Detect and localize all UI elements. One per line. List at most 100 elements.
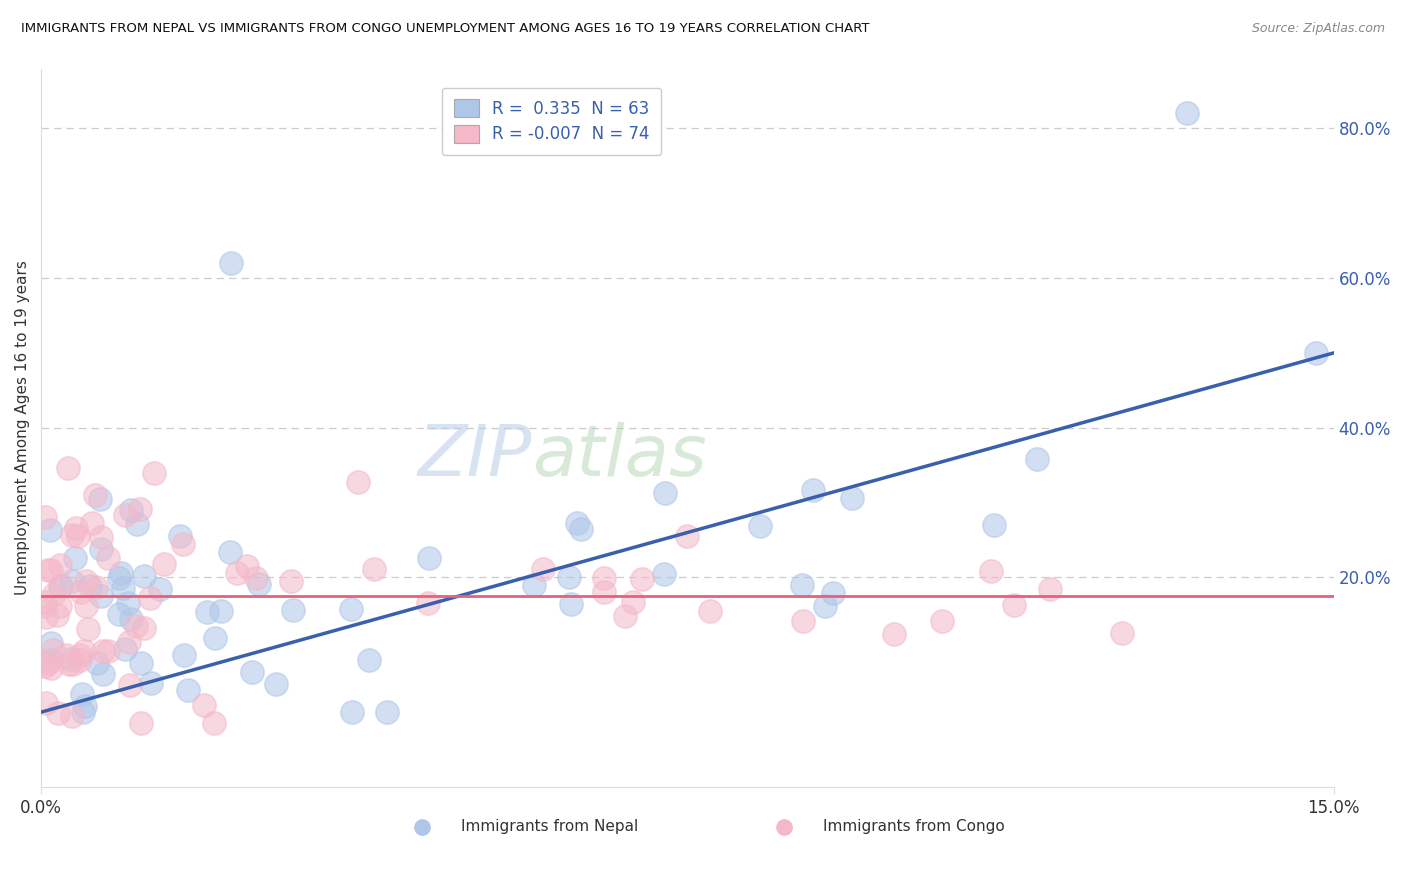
Y-axis label: Unemployment Among Ages 16 to 19 years: Unemployment Among Ages 16 to 19 years [15, 260, 30, 595]
Point [45, 607, 67, 622]
Point [1305, 346, 1327, 360]
Point [97, 644, 120, 658]
Text: Immigrants from Nepal: Immigrants from Nepal [461, 819, 638, 834]
Point [169, 529, 191, 543]
Point [980, 564, 1002, 578]
Point [193, 698, 215, 712]
Point [219, 256, 242, 270]
Point [69, 648, 91, 662]
Point [1025, 451, 1047, 466]
Point [346, 475, 368, 490]
Point [55, 648, 77, 662]
Point [883, 627, 905, 641]
Point [59, 652, 82, 666]
Point [340, 705, 363, 719]
Point [75, 599, 97, 613]
Point [219, 544, 242, 558]
Point [340, 602, 363, 616]
Point [91, 667, 114, 681]
Point [49, 599, 72, 613]
Point [51, 579, 73, 593]
Point [37, 563, 59, 577]
Point [652, 567, 675, 582]
Point [792, 614, 814, 628]
Point [567, 516, 589, 530]
Point [38, 523, 60, 537]
Text: IMMIGRANTS FROM NEPAL VS IMMIGRANTS FROM CONGO UNEMPLOYMENT AMONG AGES 16 TO 19 : IMMIGRANTS FROM NEPAL VS IMMIGRANTS FROM… [21, 22, 869, 36]
Point [49, 558, 72, 572]
Point [132, 621, 155, 635]
Point [69, 653, 91, 667]
Point [631, 572, 654, 586]
Point [84, 488, 107, 502]
Point [173, 648, 195, 663]
Point [623, 595, 645, 609]
Point [39, 636, 62, 650]
Point [177, 683, 200, 698]
Point [790, 577, 813, 591]
Point [60, 709, 83, 723]
Point [375, 705, 398, 719]
Point [110, 566, 132, 581]
Point [823, 586, 845, 600]
Point [699, 604, 721, 618]
Point [34, 599, 56, 613]
Point [129, 656, 152, 670]
Point [281, 603, 304, 617]
Point [90, 589, 112, 603]
Point [117, 596, 139, 610]
Point [39, 653, 62, 667]
Point [195, 605, 218, 619]
Point [34, 510, 56, 524]
Point [56, 461, 79, 475]
Text: Immigrants from Congo: Immigrants from Congo [823, 819, 1005, 834]
Point [129, 501, 152, 516]
Point [46, 706, 69, 720]
Point [569, 522, 592, 536]
Point [132, 568, 155, 582]
Point [202, 716, 225, 731]
Point [62, 657, 84, 671]
Point [225, 566, 247, 580]
Point [86, 580, 108, 594]
Point [357, 653, 380, 667]
Point [531, 562, 554, 576]
Point [89, 491, 111, 506]
Point [841, 491, 863, 505]
Point [240, 665, 263, 680]
Point [139, 676, 162, 690]
Point [1175, 106, 1198, 120]
Point [58, 657, 80, 672]
Point [41, 661, 63, 675]
Point [124, 618, 146, 632]
Point [266, 677, 288, 691]
Text: ZIP: ZIP [418, 422, 533, 491]
Point [1002, 599, 1025, 613]
Point [204, 631, 226, 645]
Point [236, 558, 259, 573]
Text: Source: ZipAtlas.com: Source: ZipAtlas.com [1251, 22, 1385, 36]
Point [153, 558, 176, 572]
Point [60, 528, 83, 542]
Point [280, 574, 302, 589]
Point [125, 516, 148, 531]
Point [67, 529, 90, 543]
Point [42, 643, 65, 657]
Point [418, 551, 440, 566]
Point [814, 599, 837, 613]
Point [75, 574, 97, 589]
Point [34, 595, 56, 609]
Legend: R =  0.335  N = 63, R = -0.007  N = 74: R = 0.335 N = 63, R = -0.007 N = 74 [441, 87, 661, 155]
Point [418, 596, 440, 610]
Point [37, 657, 59, 671]
Point [111, 581, 134, 595]
Point [931, 614, 953, 628]
Point [86, 656, 108, 670]
Point [90, 542, 112, 557]
Point [149, 582, 172, 597]
Point [35, 696, 58, 710]
Point [91, 643, 114, 657]
Point [1039, 582, 1062, 597]
Point [73, 644, 96, 658]
Point [35, 610, 58, 624]
